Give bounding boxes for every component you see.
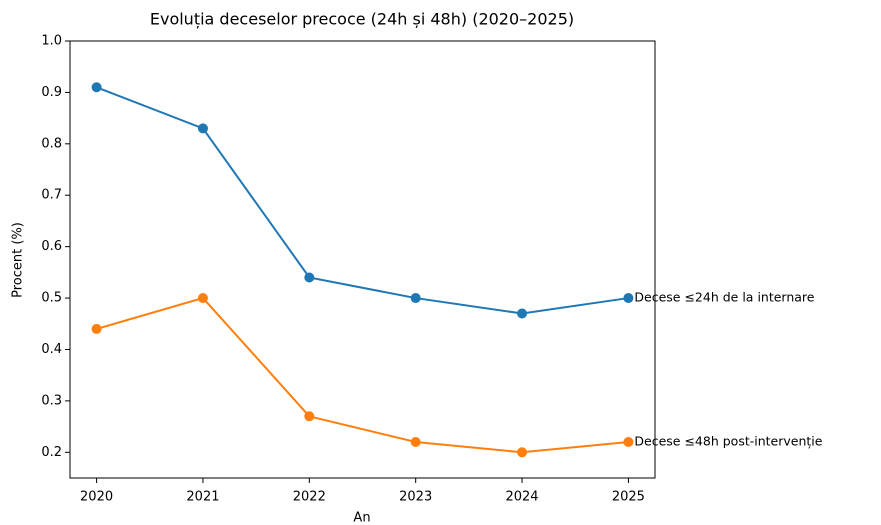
chart-title: Evoluția deceselor precoce (24h și 48h) … — [150, 10, 574, 29]
x-tick-label: 2024 — [505, 490, 538, 505]
x-tick-label: 2020 — [80, 490, 113, 505]
series-point — [91, 82, 102, 93]
series-point — [410, 293, 421, 304]
series-line — [96, 296, 629, 454]
y-tick-label: 0.2 — [41, 445, 62, 460]
y-tick-label: 0.5 — [41, 291, 62, 306]
series-line — [96, 86, 629, 315]
y-tick-label: 0.6 — [41, 239, 62, 254]
series-point — [623, 293, 634, 304]
y-tick-label: 1.0 — [41, 34, 62, 49]
series-point — [197, 293, 208, 304]
series-point — [304, 411, 315, 422]
series-point — [197, 123, 208, 134]
y-tick-label: 0.7 — [41, 188, 62, 203]
series-point — [623, 437, 634, 448]
series-label: Decese ≤48h post-intervenție — [634, 434, 822, 449]
series-point — [304, 272, 315, 283]
series-point — [410, 437, 421, 448]
x-axis-label: An — [353, 511, 370, 525]
plot-frame — [69, 40, 656, 479]
x-tick-label: 2023 — [399, 490, 432, 505]
y-tick-label: 0.3 — [41, 393, 62, 408]
y-tick-label: 0.4 — [41, 342, 62, 357]
x-tick-label: 2025 — [612, 490, 645, 505]
series-point — [91, 323, 102, 334]
series-point — [517, 308, 528, 319]
y-tick-label: 0.9 — [41, 85, 62, 100]
y-tick-label: 0.8 — [41, 136, 62, 151]
y-axis-label: Procent (%) — [11, 222, 26, 298]
series-point — [517, 447, 528, 458]
x-tick-label: 2022 — [293, 490, 326, 505]
series-label: Decese ≤24h de la internare — [634, 290, 814, 305]
x-tick-label: 2021 — [186, 490, 219, 505]
